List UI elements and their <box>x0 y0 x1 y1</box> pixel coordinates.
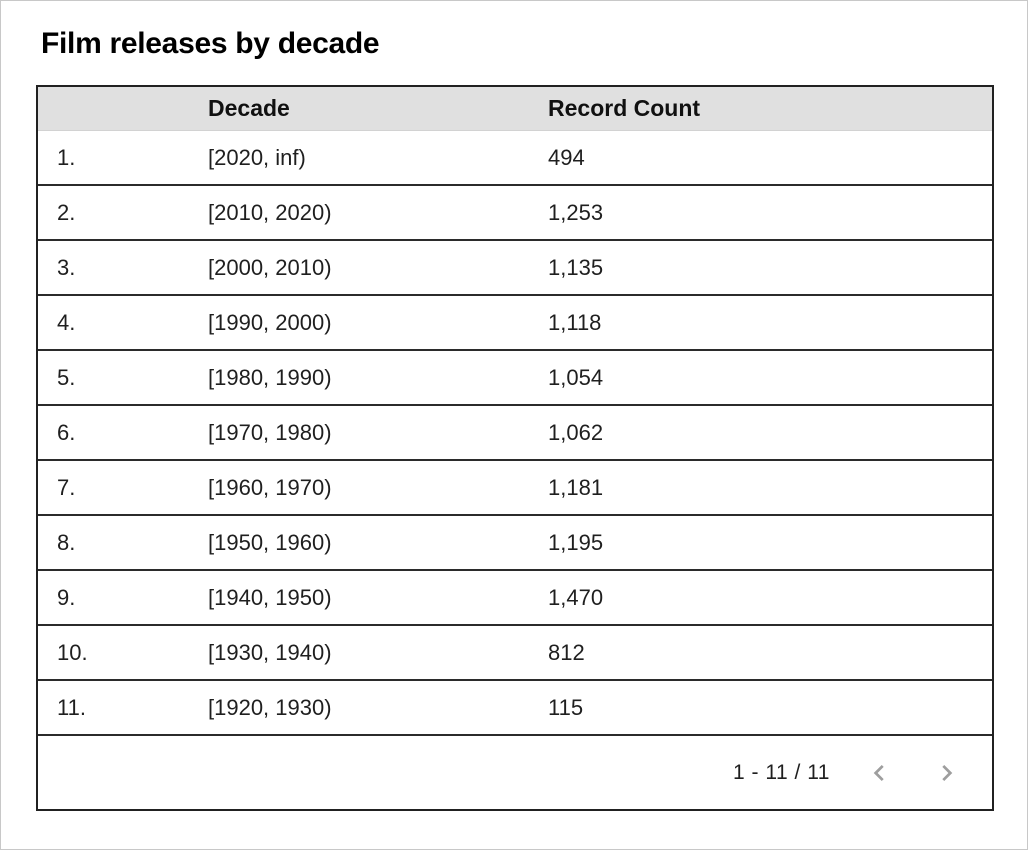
row-index-cell: 4. <box>57 309 76 335</box>
record-count-cell: 1,470 <box>548 584 604 610</box>
row-index-cell: 8. <box>57 529 76 555</box>
record-count-cell: 1,195 <box>548 529 604 555</box>
table-row[interactable]: 2. [2010, 2020) 1,253 <box>38 186 992 241</box>
row-index-cell: 2. <box>57 199 76 225</box>
record-count-cell: 1,135 <box>548 254 604 280</box>
row-index-cell: 10. <box>57 639 88 665</box>
table-row[interactable]: 6. [1970, 1980) 1,062 <box>38 406 992 461</box>
table-chart: Decade Record Count 1. [2020, inf) 494 2… <box>36 85 994 811</box>
record-count-cell: 812 <box>548 639 585 665</box>
record-count-cell: 1,054 <box>548 364 604 390</box>
chart-title: Film releases by decade <box>41 27 380 60</box>
decade-cell: [1970, 1980) <box>208 419 332 445</box>
decade-cell: [1940, 1950) <box>208 584 332 610</box>
decade-cell: [2020, inf) <box>208 144 306 170</box>
record-count-cell: 1,118 <box>548 309 602 335</box>
record-count-cell: 494 <box>548 144 585 170</box>
table-body: 1. [2020, inf) 494 2. [2010, 2020) 1,253… <box>38 131 992 736</box>
decade-cell: [1980, 1990) <box>208 364 332 390</box>
decade-cell: [1930, 1940) <box>208 639 332 665</box>
decade-cell: [2000, 2010) <box>208 254 332 280</box>
chevron-right-icon <box>933 760 959 786</box>
table-row[interactable]: 11. [1920, 1930) 115 <box>38 681 992 736</box>
header-cell-record-count[interactable]: Record Count <box>548 95 701 121</box>
header-cell-decade[interactable]: Decade <box>208 95 290 121</box>
record-count-cell: 1,062 <box>548 419 604 445</box>
row-index-cell: 5. <box>57 364 76 390</box>
table-row[interactable]: 9. [1940, 1950) 1,470 <box>38 571 992 626</box>
row-index-cell: 1. <box>57 144 76 170</box>
decade-cell: [1960, 1970) <box>208 474 332 500</box>
row-index-cell: 7. <box>57 474 76 500</box>
pagination-prev-button[interactable] <box>856 749 904 797</box>
table-row[interactable]: 5. [1980, 1990) 1,054 <box>38 351 992 406</box>
table-row[interactable]: 1. [2020, inf) 494 <box>38 131 992 186</box>
decade-cell: [1990, 2000) <box>208 309 332 335</box>
record-count-cell: 1,253 <box>548 199 604 225</box>
table-row[interactable]: 8. [1950, 1960) 1,195 <box>38 516 992 571</box>
table-footer: 1 - 11 / 11 <box>38 736 992 809</box>
chevron-left-icon <box>867 760 893 786</box>
table-row[interactable]: 3. [2000, 2010) 1,135 <box>38 241 992 296</box>
decade-cell: [1920, 1930) <box>208 694 332 720</box>
table-row[interactable]: 10. [1930, 1940) 812 <box>38 626 992 681</box>
row-index-cell: 9. <box>57 584 76 610</box>
table-row[interactable]: 7. [1960, 1970) 1,181 <box>38 461 992 516</box>
row-index-cell: 11. <box>57 694 86 720</box>
pagination-range-label: 1 - 11 / 11 <box>733 760 830 784</box>
table-header-row: Decade Record Count <box>38 87 992 131</box>
row-index-cell: 3. <box>57 254 76 280</box>
row-index-cell: 6. <box>57 419 76 445</box>
decade-cell: [1950, 1960) <box>208 529 332 555</box>
pagination-next-button[interactable] <box>922 749 970 797</box>
decade-cell: [2010, 2020) <box>208 199 332 225</box>
table-row[interactable]: 4. [1990, 2000) 1,118 <box>38 296 992 351</box>
record-count-cell: 1,181 <box>548 474 604 500</box>
record-count-cell: 115 <box>548 694 584 720</box>
